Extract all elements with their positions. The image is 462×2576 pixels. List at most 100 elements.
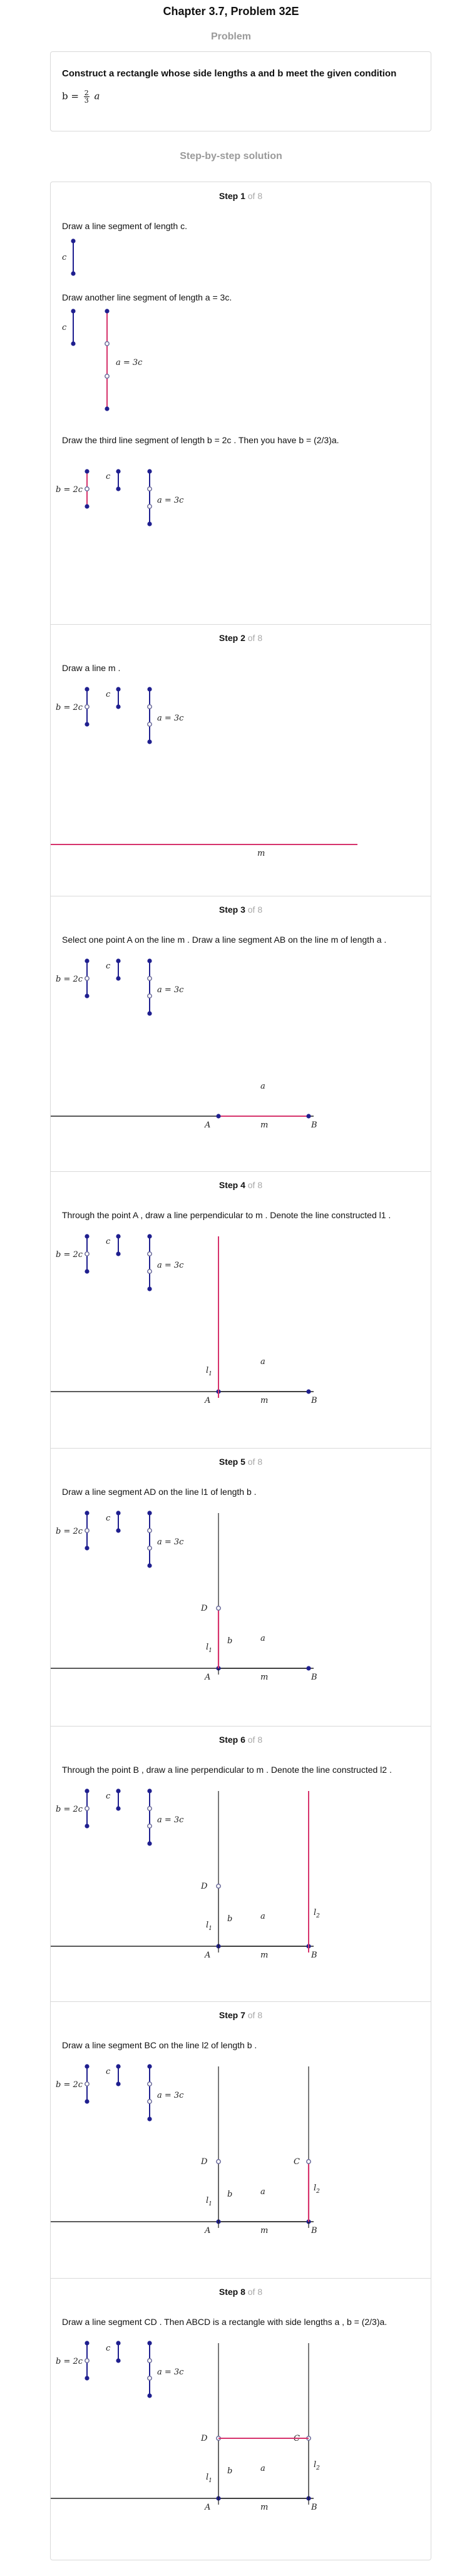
- label-a-3c: a = 3c: [157, 1261, 184, 1270]
- step-instruction: Draw a line m .: [62, 663, 121, 673]
- segment-a-mid2: [147, 722, 152, 727]
- segment-a-mid1: [147, 2081, 152, 2086]
- segment-a-end: [147, 1011, 152, 1016]
- segment-b-end: [85, 2376, 90, 2381]
- segment-c-end: [116, 486, 121, 491]
- figure-construction: b = 2c c a = 3c m: [51, 687, 357, 858]
- step-instruction: Draw a line segment BC on the line l2 of…: [62, 2040, 257, 2050]
- label-m: m: [260, 1673, 268, 1682]
- step-header: Step 6 of 8: [51, 1735, 431, 1745]
- segment-c-end: [116, 2358, 121, 2363]
- step-divider: [51, 624, 431, 625]
- segment-a-start: [147, 469, 152, 474]
- step-count: of 8: [245, 905, 263, 915]
- segment-a-end: [147, 1841, 152, 1846]
- point-d: [216, 1884, 221, 1889]
- segment-a-mid2: [147, 1269, 152, 1274]
- segment-b-end: [85, 722, 90, 727]
- label-a-3c: a = 3c: [157, 714, 184, 723]
- label-ad-length: b: [227, 2466, 232, 2476]
- figure-segment-b: b = 2c c a = 3c: [56, 469, 184, 526]
- segment-a-end: [147, 2393, 152, 2398]
- segment-b-mid: [85, 1806, 90, 1811]
- segment-a-start: [147, 1234, 152, 1239]
- segment-b-mid: [85, 1251, 90, 1256]
- label-b-2c: b = 2c: [56, 1805, 83, 1814]
- segment-a-start: [147, 1788, 152, 1793]
- step-label: Step 6: [218, 1735, 245, 1745]
- label-point-b: B: [311, 2503, 317, 2512]
- label-c: c: [106, 962, 111, 971]
- segment-b-start: [85, 2064, 90, 2069]
- segment-a-start: [147, 687, 152, 692]
- point-d: [216, 2159, 221, 2164]
- figure-segment-c: c: [62, 239, 76, 276]
- segment-b-start: [85, 1234, 90, 1239]
- segment-b-mid: [85, 2358, 90, 2363]
- segment-a-mid1: [105, 341, 110, 346]
- label-ab-length: a: [260, 1357, 265, 1367]
- step-count: of 8: [245, 633, 263, 643]
- segment-a-end: [147, 521, 152, 526]
- segment-c-start: [116, 1788, 121, 1793]
- label-c: c: [106, 1237, 111, 1246]
- segment-c-start: [116, 1511, 121, 1516]
- step-instruction: Draw the third line segment of length b …: [62, 435, 339, 445]
- label-c: c: [106, 472, 111, 481]
- solution-heading: Step-by-step solution: [180, 151, 282, 162]
- step-instruction: Draw a line segment AD on the line l1 of…: [62, 1487, 257, 1497]
- label-l1: l1: [206, 1921, 212, 1932]
- step-divider: [51, 1171, 431, 1172]
- segment-a-mid1: [147, 1806, 152, 1811]
- label-point-c: C: [294, 2157, 300, 2167]
- segment-b-end: [85, 504, 90, 509]
- segment-c-start: [116, 687, 121, 692]
- segment-a-end: [147, 1286, 152, 1291]
- label-b-2c: b = 2c: [56, 1527, 83, 1536]
- label-ad-length: b: [227, 1914, 232, 1924]
- label-a-3c: a = 3c: [157, 496, 184, 505]
- label-b-2c: b = 2c: [56, 485, 83, 495]
- step-label: Step 1: [218, 191, 245, 201]
- segment-a-end: [147, 739, 152, 744]
- segment-b-mid: [85, 1528, 90, 1533]
- problem-formula: b = 2 3 a: [62, 90, 100, 104]
- segment-c-start: [116, 1234, 121, 1239]
- segment-c-start: [71, 309, 76, 314]
- formula-lhs: b =: [62, 90, 79, 102]
- segment-c-end: [71, 341, 76, 346]
- label-point-b: B: [311, 1951, 317, 1960]
- label-b-2c: b = 2c: [56, 2357, 83, 2366]
- label-c: c: [106, 2344, 111, 2353]
- label-point-a: A: [204, 1673, 210, 1682]
- segment-a-mid2: [147, 1824, 152, 1829]
- label-c: c: [62, 323, 67, 332]
- label-c: c: [106, 1514, 111, 1523]
- step-divider: [51, 2001, 431, 2002]
- step-count: of 8: [245, 1180, 263, 1190]
- segment-b-mid: [85, 486, 90, 491]
- label-ab-length: a: [260, 1082, 265, 1091]
- step-header: Step 5 of 8: [51, 1457, 431, 1467]
- step-divider: [51, 1448, 431, 1449]
- label-m: m: [260, 1951, 268, 1960]
- label-ab-length: a: [260, 2464, 265, 2473]
- point-b: [306, 1666, 311, 1671]
- segment-b-start: [85, 469, 90, 474]
- segment-c-start: [71, 239, 76, 244]
- segment-b-end: [85, 993, 90, 998]
- step-label: Step 2: [218, 633, 245, 643]
- label-point-a: A: [204, 2503, 210, 2512]
- label-l2: l2: [314, 2460, 320, 2471]
- figure-construction: b = 2c c a = 3c m a A Bl1 Db l2: [51, 1788, 320, 1960]
- label-point-a: A: [204, 1951, 210, 1960]
- label-point-b: B: [311, 2226, 317, 2235]
- label-m: m: [260, 2226, 268, 2235]
- step-instruction: Through the point A , draw a line perpen…: [62, 1210, 391, 1220]
- step-count: of 8: [245, 1457, 263, 1467]
- label-a-3c: a = 3c: [157, 1815, 184, 1825]
- point-c: [306, 2159, 311, 2164]
- step-header: Step 2 of 8: [51, 633, 431, 643]
- segment-a-start: [147, 1511, 152, 1516]
